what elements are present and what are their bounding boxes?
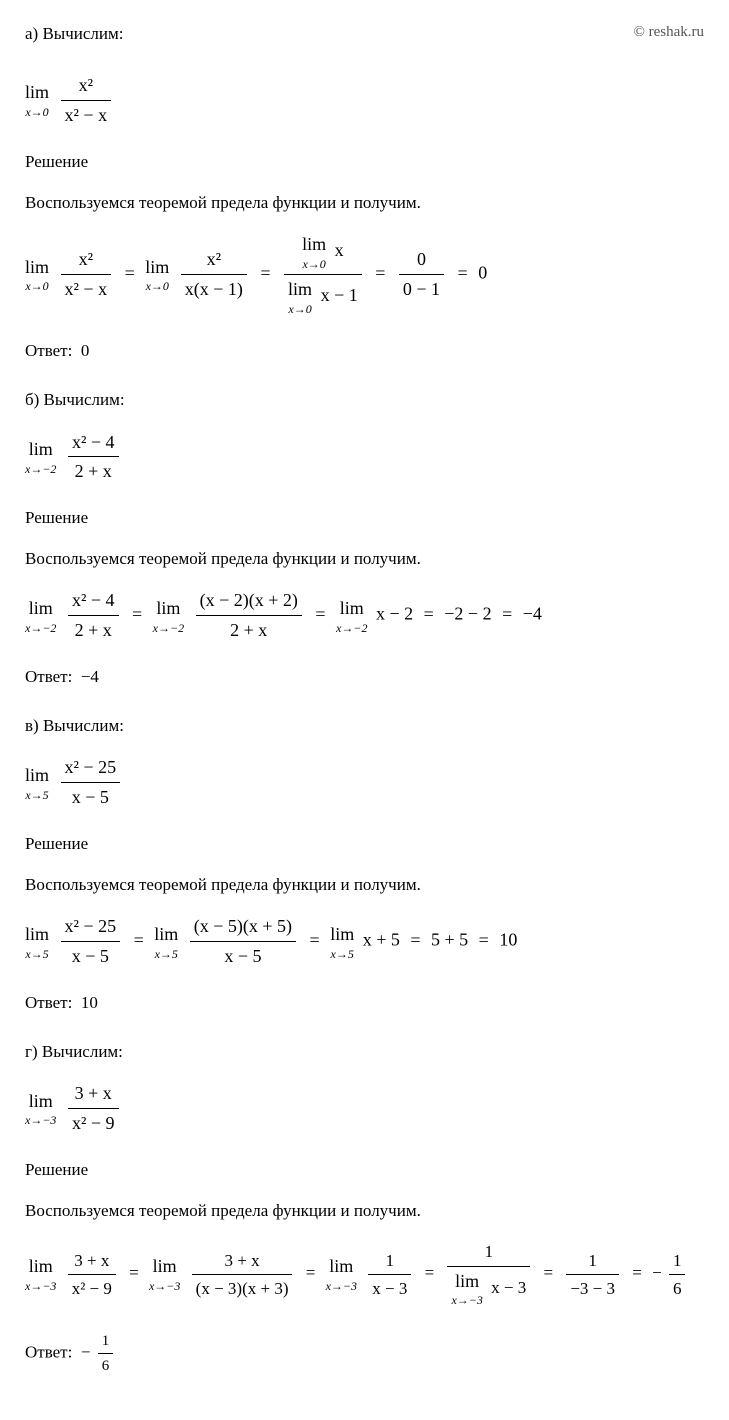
solution-header-b: Решение bbox=[25, 504, 704, 531]
problem-c-expression: limx→5 x² − 25x − 5 bbox=[25, 753, 704, 812]
theorem-text-c: Воспользуемся теоремой предела функции и… bbox=[25, 871, 704, 898]
problem-c-steps: limx→5 x² − 25x − 5 = limx→5 (x − 5)(x +… bbox=[25, 912, 704, 971]
answer-d: Ответ: − 16 bbox=[25, 1329, 704, 1378]
theorem-text-a: Воспользуемся теоремой предела функции и… bbox=[25, 189, 704, 216]
theorem-text-b: Воспользуемся теоремой предела функции и… bbox=[25, 545, 704, 572]
answer-c: Ответ: 10 bbox=[25, 989, 704, 1016]
problem-b-expression: limx→−2 x² − 42 + x bbox=[25, 428, 704, 487]
problem-a-steps: limx→0 x²x² − x = limx→0 x²x(x − 1) = li… bbox=[25, 230, 704, 319]
problem-b-label: б) Вычислим: bbox=[25, 386, 704, 413]
problem-d-expression: limx→−3 3 + xx² − 9 bbox=[25, 1079, 704, 1138]
problem-d-steps: limx→−3 3 + xx² − 9 = limx→−3 3 + x(x − … bbox=[25, 1238, 704, 1310]
solution-header-d: Решение bbox=[25, 1156, 704, 1183]
problem-d-label: г) Вычислим: bbox=[25, 1038, 704, 1065]
problem-b-steps: limx→−2 x² − 42 + x = limx→−2 (x − 2)(x … bbox=[25, 586, 704, 645]
copyright: © reshak.ru bbox=[633, 20, 704, 44]
solution-header-c: Решение bbox=[25, 830, 704, 857]
problem-a-expression: limx→0 x²x² − x bbox=[25, 71, 704, 130]
solution-header-a: Решение bbox=[25, 148, 704, 175]
problem-a-label: а) Вычислим: bbox=[25, 20, 123, 47]
theorem-text-d: Воспользуемся теоремой предела функции и… bbox=[25, 1197, 704, 1224]
answer-b: Ответ: −4 bbox=[25, 663, 704, 690]
problem-c-label: в) Вычислим: bbox=[25, 712, 704, 739]
answer-a: Ответ: 0 bbox=[25, 337, 704, 364]
